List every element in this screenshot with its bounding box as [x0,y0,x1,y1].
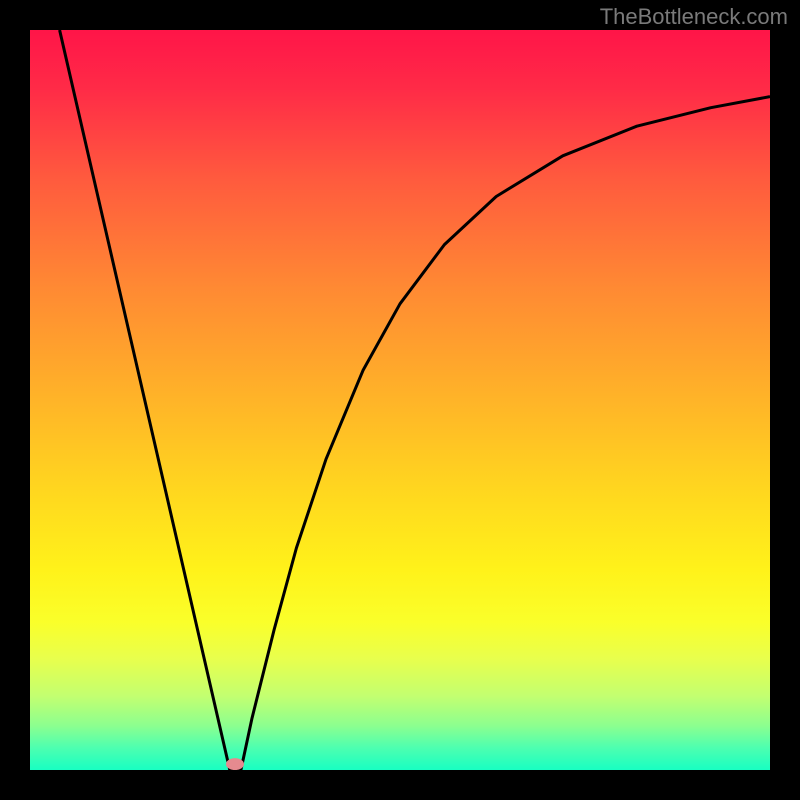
minimum-marker [226,758,244,770]
plot-area [30,30,770,770]
watermark-text: TheBottleneck.com [600,4,788,30]
figure-root: TheBottleneck.com [0,0,800,800]
curve-layer [30,30,770,770]
bottleneck-curve [60,30,770,770]
